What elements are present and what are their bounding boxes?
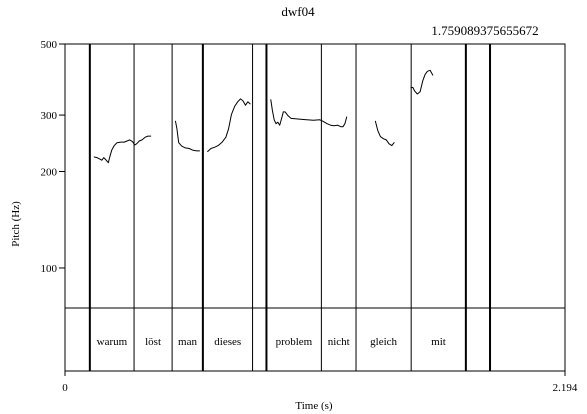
x-axis-label: Time (s) xyxy=(295,400,333,412)
pitch-contour-segment xyxy=(175,120,200,152)
word-label: gleich xyxy=(370,336,397,348)
x-tick-label: 2.194 xyxy=(553,382,578,394)
word-label: problem xyxy=(276,336,313,348)
pitch-contour-segment xyxy=(410,69,434,95)
word-label: löst xyxy=(145,336,161,348)
plot-frame xyxy=(64,43,566,372)
y-tick-label: 100 xyxy=(41,263,58,275)
pitch-contour-segment xyxy=(207,98,251,152)
word-label: warum xyxy=(97,336,128,348)
pitch-contour-segment xyxy=(270,99,348,128)
pitch-contour-segment xyxy=(93,135,152,164)
pitch-contour-segment xyxy=(374,120,395,147)
y-tick-label: 300 xyxy=(41,110,58,122)
chart-title: dwf04 xyxy=(281,4,315,19)
y-axis-label: Pitch (Hz) xyxy=(10,201,22,247)
word-label: dieses xyxy=(214,336,241,348)
cursor-time-label: 1.759089375655672 xyxy=(431,23,538,38)
word-label: man xyxy=(178,336,197,348)
x-tick-label: 0 xyxy=(62,382,68,394)
word-label: nicht xyxy=(328,336,350,348)
y-tick-label: 500 xyxy=(41,39,58,51)
word-label: mit xyxy=(431,336,446,348)
y-tick-label: 200 xyxy=(41,167,58,179)
